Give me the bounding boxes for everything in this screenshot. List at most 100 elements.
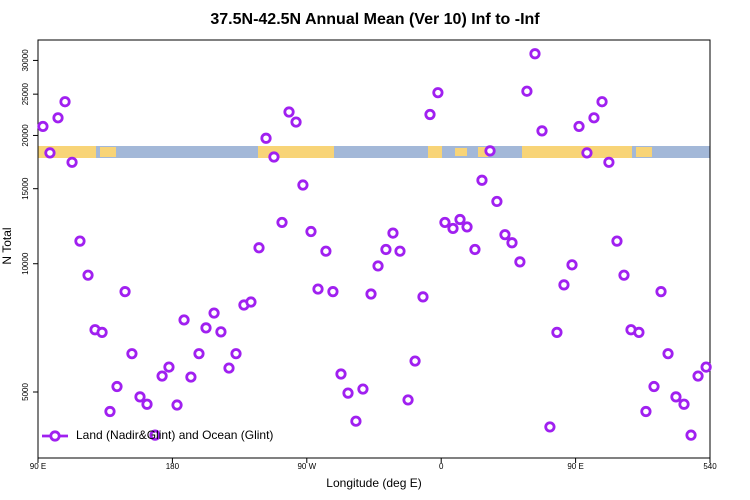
point	[171, 399, 183, 411]
point	[276, 216, 288, 229]
point	[529, 48, 541, 60]
chart-title: 37.5N-42.5N Annual Mean (Ver 10) Inf to …	[210, 11, 540, 28]
point	[454, 213, 466, 226]
point	[163, 361, 175, 373]
point	[618, 269, 630, 281]
point	[566, 259, 578, 271]
point	[66, 156, 78, 168]
x-tick-label: 540	[703, 462, 717, 471]
point	[588, 112, 600, 124]
point	[461, 221, 473, 233]
point	[208, 307, 220, 319]
point	[305, 225, 317, 238]
point	[193, 348, 205, 360]
y-tick-label: 5000	[21, 383, 30, 401]
x-tick-label: 180	[166, 462, 180, 471]
point	[387, 227, 399, 239]
point	[223, 362, 235, 374]
y-axis-label: N Total	[0, 227, 14, 264]
y-tick-label: 25000	[21, 82, 30, 105]
point	[402, 394, 414, 406]
y-tick-label: 10000	[21, 252, 30, 275]
point	[96, 326, 108, 338]
point	[126, 348, 138, 360]
point	[633, 326, 645, 338]
point	[372, 260, 384, 272]
point	[439, 216, 451, 229]
point	[551, 326, 563, 338]
point	[476, 174, 488, 186]
legend-marker	[49, 430, 61, 442]
point	[662, 348, 674, 360]
point	[104, 405, 116, 418]
point	[603, 156, 615, 168]
point	[678, 398, 690, 410]
point	[141, 398, 153, 410]
point	[685, 429, 697, 441]
point	[320, 245, 332, 257]
x-axis-label: Longitude (deg E)	[326, 476, 421, 490]
point	[417, 291, 429, 303]
point	[327, 286, 339, 298]
point	[312, 283, 324, 295]
point	[245, 296, 257, 308]
point	[558, 279, 570, 291]
point	[432, 87, 444, 99]
point	[156, 370, 168, 382]
point	[670, 391, 682, 403]
point	[491, 195, 503, 208]
x-tick-label: 90 E	[30, 462, 46, 471]
point	[74, 235, 86, 247]
plot-frame	[37, 39, 711, 459]
y-tick-label: 30000	[21, 49, 30, 72]
point	[521, 85, 533, 97]
point	[506, 237, 518, 249]
x-tick-label: 0	[439, 462, 444, 471]
point	[536, 125, 548, 137]
point	[655, 286, 667, 298]
y-tick-label: 20000	[21, 124, 30, 147]
point	[469, 243, 481, 256]
point	[394, 245, 406, 257]
point	[215, 326, 227, 338]
point	[581, 147, 593, 159]
point	[409, 355, 421, 367]
point	[335, 368, 347, 380]
point	[44, 147, 56, 159]
legend-label: Land (Nadir&Glint) and Ocean (Glint)	[76, 428, 273, 442]
point	[692, 370, 704, 382]
point	[82, 269, 94, 281]
point	[700, 361, 712, 373]
point	[640, 405, 652, 418]
point	[365, 288, 377, 300]
point	[297, 179, 309, 191]
point	[59, 96, 71, 108]
point	[230, 348, 242, 360]
point	[648, 380, 660, 393]
x-tick-label: 90 E	[567, 462, 583, 471]
point	[111, 380, 123, 393]
point	[357, 383, 369, 395]
point	[185, 371, 197, 383]
point	[260, 132, 272, 144]
point	[290, 116, 302, 128]
point	[596, 96, 608, 108]
point	[253, 242, 265, 254]
y-tick-label: 15000	[21, 177, 30, 200]
point	[350, 415, 362, 427]
point	[342, 387, 354, 399]
point	[52, 112, 64, 124]
point	[484, 145, 496, 157]
point	[134, 391, 146, 403]
point	[178, 314, 190, 326]
point	[611, 235, 623, 247]
point	[573, 120, 585, 133]
point	[200, 322, 212, 334]
point	[283, 106, 295, 118]
point	[380, 243, 392, 256]
point	[447, 222, 459, 235]
point	[424, 108, 436, 121]
point	[268, 151, 280, 163]
x-tick-label: 90 W	[297, 462, 316, 471]
